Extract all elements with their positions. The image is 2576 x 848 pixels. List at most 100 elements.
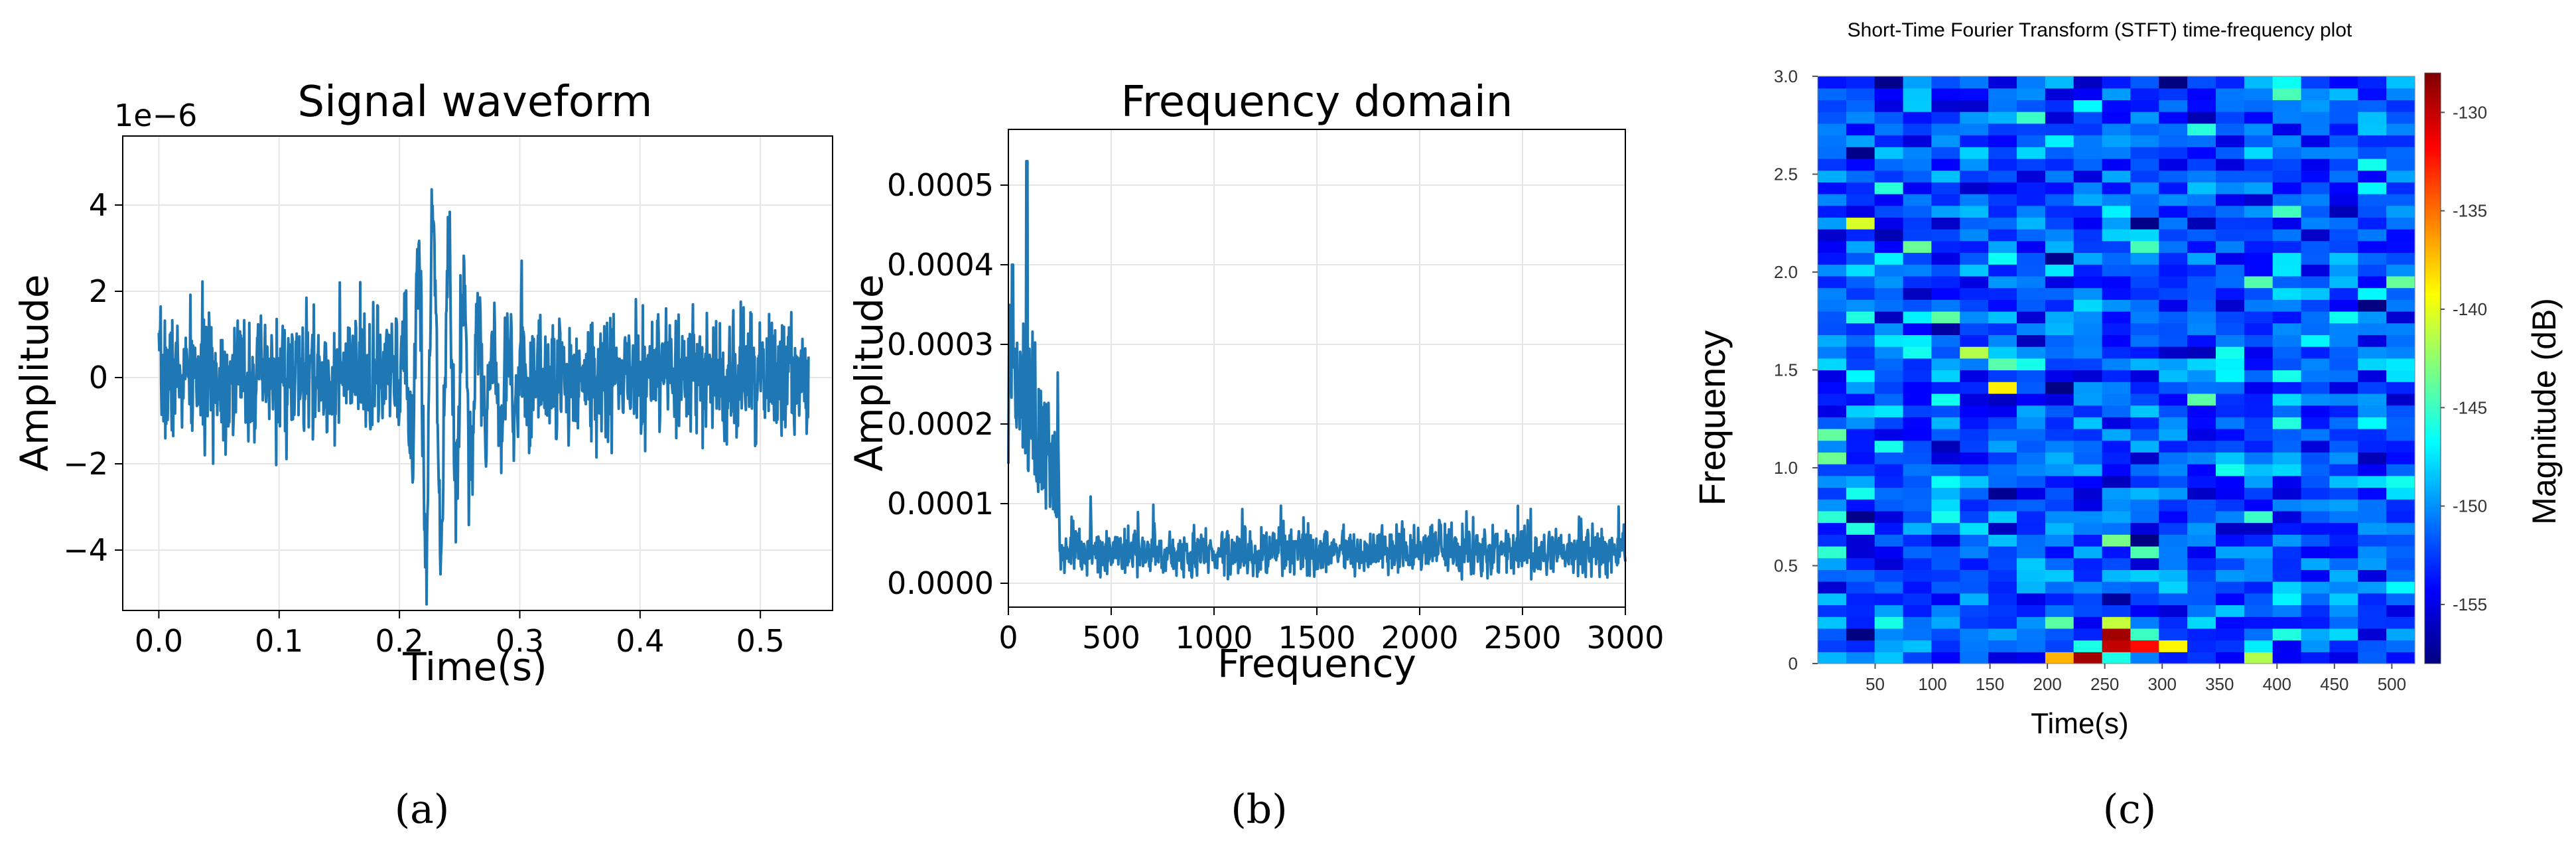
panel-c-heatmap-cell <box>2073 311 2103 324</box>
panel-c-heatmap-cell <box>2386 452 2415 464</box>
panel-c-heatmap-cell <box>2045 522 2074 535</box>
panel-c-heatmap-cell <box>2244 628 2273 641</box>
panel-c-heatmap-cell <box>2073 147 2103 159</box>
panel-c-heatmap-cell <box>2159 100 2188 112</box>
panel-c-heatmap-cell <box>2130 581 2159 594</box>
panel-c-heatmap-cell <box>1818 100 1847 112</box>
panel-c-heatmap-cell <box>2102 135 2132 147</box>
panel-c-heatmap-cell <box>1818 499 1847 512</box>
panel-c-heatmap-cell <box>2358 440 2387 453</box>
panel-c-heatmap-cell <box>2216 557 2245 570</box>
panel-c-heatmap-cell <box>2358 311 2387 324</box>
panel-c-heatmap-cell <box>1818 616 1847 629</box>
panel-c-x-tick-label: 450 <box>2320 674 2348 694</box>
panel-c-heatmap-cell <box>1818 546 1847 559</box>
panel-c-heatmap-cell <box>1818 417 1847 429</box>
panel-a-y-axis-label: Amplitude <box>12 274 57 471</box>
panel-c-heatmap-cell <box>2130 170 2159 182</box>
panel-c-heatmap-cell <box>2130 382 2159 394</box>
panel-c-heatmap-cell <box>2329 417 2358 429</box>
panel-c-heatmap-cell <box>2130 322 2159 335</box>
panel-c-heatmap-cell <box>2329 322 2358 335</box>
panel-c-heatmap-cell <box>2301 417 2331 429</box>
panel-c-heatmap-cell <box>2329 111 2358 124</box>
panel-c-heatmap-cell <box>2102 205 2132 218</box>
panel-c-heatmap-cell <box>1988 370 2017 382</box>
panel-c-heatmap-cell <box>2329 464 2358 476</box>
panel-c-heatmap-cell <box>1988 287 2017 300</box>
panel-c-heatmap-cell <box>2187 182 2216 194</box>
panel-c-heatmap-cell <box>2244 147 2273 159</box>
panel-c-heatmap-cell <box>2301 510 2331 524</box>
panel-c-x-tick-label: 300 <box>2148 674 2177 694</box>
panel-c-heatmap-cell <box>1818 346 1847 359</box>
panel-c-heatmap-cell <box>1818 299 1847 312</box>
panel-c-heatmap-cell <box>2244 275 2273 289</box>
panel-c-heatmap-cell <box>2187 76 2216 89</box>
panel-c-heatmap-cell <box>2130 252 2159 265</box>
panel-c-heatmap-cell <box>2017 628 2046 641</box>
panel-c-heatmap-cell <box>2187 640 2216 652</box>
panel-c-heatmap-cell <box>2386 429 2415 441</box>
panel-b-y-tick-label: 0.0005 <box>887 167 994 203</box>
panel-c-heatmap-cell <box>1818 158 1847 171</box>
panel-c-heatmap-cell <box>2244 464 2273 476</box>
panel-c-heatmap-cell <box>2329 194 2358 206</box>
panel-c-heatmap-cell <box>1874 111 1904 124</box>
panel-c-heatmap-cell <box>2358 616 2387 629</box>
panel-c-heatmap-cell <box>1960 417 1989 429</box>
panel-c-heatmap-cell <box>2386 170 2415 182</box>
panel-c-heatmap-cell <box>1874 440 1904 453</box>
panel-c-heatmap-cell <box>2045 534 2074 547</box>
panel-c-heatmap-cell <box>1931 311 1960 324</box>
panel-b-x-axis-label: Frequency <box>1217 641 1416 686</box>
panel-c-heatmap-cell <box>2216 487 2245 500</box>
panel-c-heatmap-cell <box>2130 522 2159 535</box>
panel-c-heatmap-cell <box>1846 628 1875 641</box>
panel-c-heatmap-cell <box>2386 182 2415 194</box>
panel-c-heatmap-cell <box>2045 264 2074 277</box>
panel-c-heatmap-cell <box>2216 194 2245 206</box>
panel-c-heatmap-cell <box>1874 217 1904 230</box>
panel-c-heatmap-cell <box>1874 652 1904 664</box>
panel-c-heatmap-cell <box>2073 628 2103 641</box>
panel-c-heatmap-cell <box>2329 640 2358 652</box>
panel-c-heatmap-cell <box>2301 264 2331 277</box>
panel-c-heatmap-cell <box>2272 652 2302 664</box>
panel-c-heatmap-cell <box>2017 593 2046 606</box>
panel-c-heatmap-cell <box>2187 158 2216 171</box>
panel-c-heatmap-cell <box>1931 88 1960 100</box>
panel-c-heatmap-cell <box>2073 464 2103 476</box>
panel-c-heatmap-cell <box>2272 147 2302 159</box>
panel-c-heatmap-cell <box>1931 334 1960 347</box>
panel-c-heatmap-cell <box>1988 264 2017 277</box>
panel-c-heatmap-cell <box>2017 487 2046 500</box>
panel-c-heatmap-cell <box>2187 88 2216 100</box>
panel-c-heatmap-cell <box>1960 604 1989 617</box>
panel-c-heatmap-cell <box>1988 616 2017 629</box>
panel-c-x-tick-label: 50 <box>1865 674 1885 694</box>
panel-c-heatmap-cell <box>1931 640 1960 652</box>
panel-c-heatmap-cell <box>2045 510 2074 524</box>
panel-c-heatmap-cell <box>1960 475 1989 488</box>
panel-c-heatmap-cell <box>2216 264 2245 277</box>
panel-c-heatmap-cell <box>2386 205 2415 218</box>
panel-c-heatmap-cell <box>1818 334 1847 347</box>
panel-c-heatmap-cell <box>2045 581 2074 594</box>
panel-c-heatmap-cell <box>2329 135 2358 147</box>
panel-c-heatmap-cell <box>1988 417 2017 429</box>
panel-c-heatmap-cell <box>1846 534 1875 547</box>
panel-c-heatmap-cell <box>2130 417 2159 429</box>
panel-c-heatmap-cell <box>1931 652 1960 664</box>
panel-c-heatmap-cell <box>2045 135 2074 147</box>
panel-c-heatmap-cell <box>1960 147 1989 159</box>
panel-c-heatmap-cell <box>2244 652 2273 664</box>
panel-c-heatmap-cell <box>2301 194 2331 206</box>
panel-c-heatmap-cell <box>2358 546 2387 559</box>
panel-c-heatmap-cell <box>1903 616 1932 629</box>
panel-c-heatmap-cell <box>2272 417 2302 429</box>
panel-c-heatmap-cell <box>2017 88 2046 100</box>
panel-c-heatmap-cell <box>2244 534 2273 547</box>
panel-c-heatmap-cell <box>2329 370 2358 382</box>
panel-c-heatmap-cell <box>2329 158 2358 171</box>
